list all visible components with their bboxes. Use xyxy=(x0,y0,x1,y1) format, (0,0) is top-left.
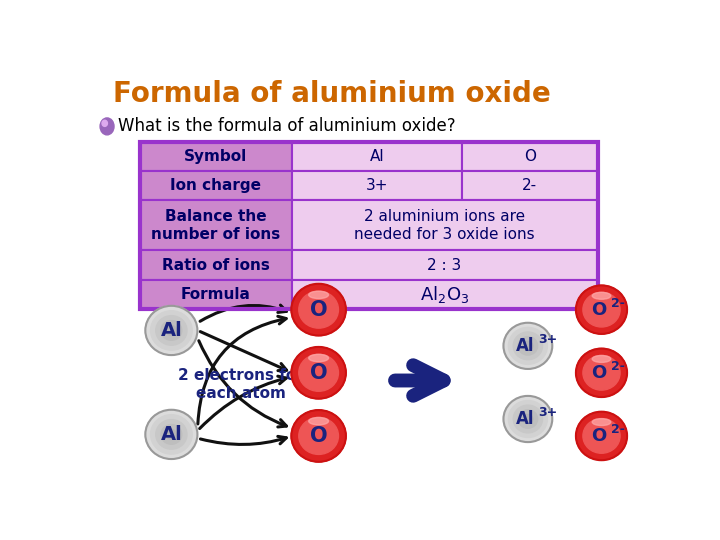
Text: O: O xyxy=(591,364,606,382)
Text: 2 : 3: 2 : 3 xyxy=(428,258,462,273)
Text: 2 electrons for
each atom: 2 electrons for each atom xyxy=(179,368,304,401)
Text: O: O xyxy=(310,300,328,320)
Bar xyxy=(140,142,292,171)
Ellipse shape xyxy=(100,118,114,135)
Ellipse shape xyxy=(508,327,547,365)
Ellipse shape xyxy=(161,424,181,444)
Text: O: O xyxy=(591,427,606,445)
Ellipse shape xyxy=(145,410,197,459)
Text: 2-: 2- xyxy=(611,297,625,310)
Text: Formula of aluminium oxide: Formula of aluminium oxide xyxy=(113,80,551,108)
Ellipse shape xyxy=(583,292,620,327)
Text: O: O xyxy=(591,301,606,319)
Ellipse shape xyxy=(576,348,627,397)
Ellipse shape xyxy=(145,306,197,355)
Ellipse shape xyxy=(518,336,538,355)
Ellipse shape xyxy=(503,323,552,369)
Text: What is the formula of aluminium oxide?: What is the formula of aluminium oxide? xyxy=(118,117,456,136)
Text: Ratio of ions: Ratio of ions xyxy=(162,258,270,273)
Bar xyxy=(140,280,292,309)
Bar xyxy=(292,280,598,309)
Ellipse shape xyxy=(583,355,620,390)
Text: Al: Al xyxy=(369,149,384,164)
Bar xyxy=(292,251,598,280)
Bar xyxy=(292,171,462,200)
Text: Al: Al xyxy=(161,321,182,340)
Text: Al$_2$O$_3$: Al$_2$O$_3$ xyxy=(420,284,469,305)
Ellipse shape xyxy=(292,284,346,335)
Ellipse shape xyxy=(518,410,538,428)
Ellipse shape xyxy=(102,120,107,126)
Bar xyxy=(462,142,598,171)
Text: 3+: 3+ xyxy=(538,406,557,420)
Bar xyxy=(140,171,292,200)
Ellipse shape xyxy=(150,415,192,454)
Text: Al: Al xyxy=(516,410,535,428)
Text: O: O xyxy=(524,149,536,164)
Text: O: O xyxy=(310,363,328,383)
Bar xyxy=(292,142,462,171)
Text: Ion charge: Ion charge xyxy=(171,178,261,193)
Bar xyxy=(462,171,598,200)
Ellipse shape xyxy=(513,405,543,433)
Text: Formula: Formula xyxy=(181,287,251,302)
Ellipse shape xyxy=(513,332,543,360)
Ellipse shape xyxy=(576,411,627,460)
Text: Al: Al xyxy=(516,337,535,355)
Text: 2-: 2- xyxy=(611,360,625,373)
Ellipse shape xyxy=(593,355,611,362)
Ellipse shape xyxy=(161,321,181,340)
Ellipse shape xyxy=(292,410,346,462)
Ellipse shape xyxy=(593,418,611,426)
Ellipse shape xyxy=(150,310,192,350)
Ellipse shape xyxy=(508,401,547,437)
Ellipse shape xyxy=(593,292,611,299)
Ellipse shape xyxy=(156,420,187,449)
Ellipse shape xyxy=(583,418,620,453)
Text: Al: Al xyxy=(161,425,182,444)
Ellipse shape xyxy=(309,417,328,425)
Ellipse shape xyxy=(309,354,328,362)
Text: 2-: 2- xyxy=(522,178,537,193)
Bar xyxy=(140,200,292,251)
Ellipse shape xyxy=(523,414,533,423)
Bar xyxy=(140,142,598,309)
Bar xyxy=(292,200,598,251)
Ellipse shape xyxy=(166,326,176,335)
Ellipse shape xyxy=(292,347,346,399)
Ellipse shape xyxy=(309,291,328,299)
Text: Balance the
number of ions: Balance the number of ions xyxy=(151,209,281,241)
Text: 3+: 3+ xyxy=(366,178,388,193)
Text: 3+: 3+ xyxy=(538,333,557,346)
Ellipse shape xyxy=(166,429,176,440)
Text: O: O xyxy=(310,426,328,446)
Ellipse shape xyxy=(299,291,338,328)
Ellipse shape xyxy=(299,354,338,392)
Ellipse shape xyxy=(156,316,187,345)
Bar xyxy=(140,251,292,280)
Ellipse shape xyxy=(576,286,627,334)
Ellipse shape xyxy=(523,341,533,350)
Text: 2-: 2- xyxy=(611,423,625,436)
Text: Symbol: Symbol xyxy=(184,149,248,164)
Text: 2 aluminium ions are
needed for 3 oxide ions: 2 aluminium ions are needed for 3 oxide … xyxy=(354,209,535,241)
Ellipse shape xyxy=(299,417,338,455)
Ellipse shape xyxy=(503,396,552,442)
